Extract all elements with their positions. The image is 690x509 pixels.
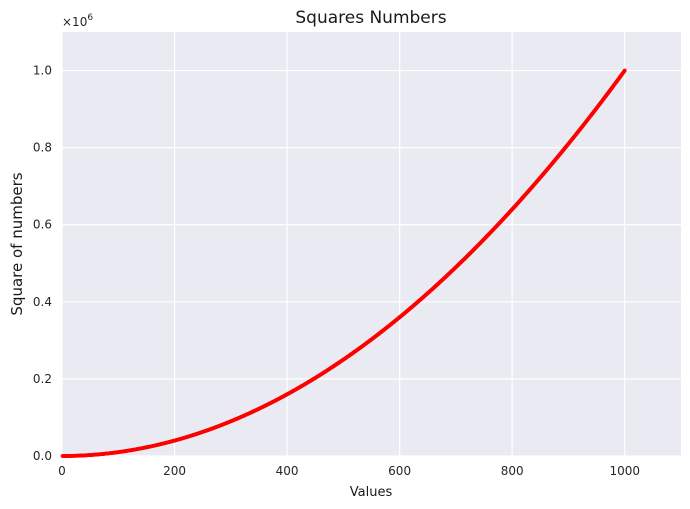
x-tick-label: 200 (163, 464, 186, 478)
plot-area (62, 32, 681, 456)
y-tick-label: 0.2 (33, 372, 52, 386)
x-tick-label: 0 (58, 464, 66, 478)
data-series (60, 68, 627, 458)
x-tick-label: 600 (388, 464, 411, 478)
x-tick-label: 1000 (609, 464, 640, 478)
x-tick-label: 800 (501, 464, 524, 478)
y-tick-label: 0.0 (33, 449, 52, 463)
y-axis-offset-label: ×106 (62, 13, 93, 29)
x-axis-label: Values (350, 485, 393, 500)
y-axis-ticks: 0.0 0.2 0.4 0.6 0.8 1.0 (33, 64, 52, 463)
chart-title: Squares Numbers (295, 8, 446, 28)
y-tick-label: 1.0 (33, 64, 52, 78)
data-point (622, 68, 627, 73)
grid (61, 32, 681, 457)
y-tick-label: 0.6 (33, 218, 52, 232)
x-tick-label: 400 (276, 464, 299, 478)
y-axis-offset-base: ×10 (62, 15, 87, 29)
x-axis-ticks: 0 200 400 600 800 1000 (58, 464, 640, 478)
y-tick-label: 0.4 (33, 295, 52, 309)
y-axis-offset-exponent: 6 (87, 13, 93, 23)
y-tick-label: 0.8 (33, 141, 52, 155)
y-axis-label: Square of numbers (8, 172, 26, 315)
